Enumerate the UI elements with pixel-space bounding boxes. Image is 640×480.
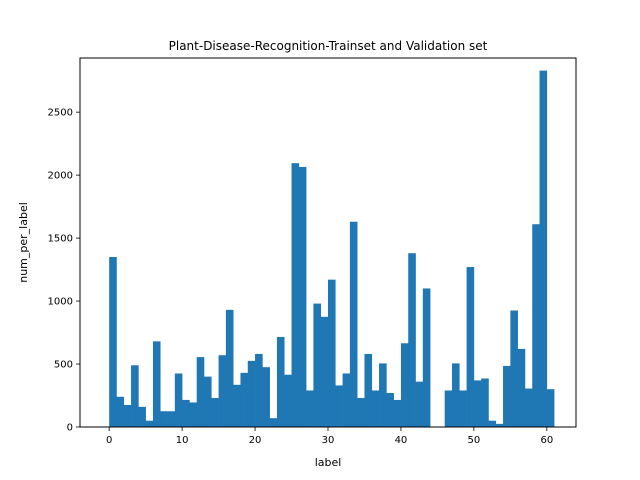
histogram-bar — [503, 365, 511, 427]
histogram-bar — [116, 396, 125, 427]
y-tick-label: 500 — [54, 360, 73, 371]
histogram-bar — [247, 360, 256, 427]
y-axis-label: num_per_label — [17, 202, 30, 283]
histogram-bar — [313, 303, 322, 427]
histogram-bar — [328, 279, 336, 427]
histogram-bar — [473, 380, 482, 427]
histogram-bar — [218, 355, 227, 427]
histogram-bar — [415, 381, 424, 427]
x-tick-label: 30 — [322, 435, 335, 446]
histogram-bar — [298, 166, 307, 427]
histogram-bar — [481, 378, 489, 427]
histogram-bar — [524, 388, 533, 427]
histogram-bar — [182, 399, 190, 427]
histogram-bar — [225, 309, 234, 427]
histogram-bar — [211, 398, 219, 427]
histogram-bar — [145, 420, 154, 427]
histogram-bar — [357, 398, 365, 427]
chart-title: Plant-Disease-Recognition-Trainset and V… — [169, 39, 488, 53]
y-tick-label: 1000 — [48, 297, 73, 308]
histogram-bar — [342, 373, 351, 427]
histogram-bar — [269, 418, 278, 427]
histogram-bar — [291, 163, 300, 428]
histogram-bar — [532, 224, 540, 427]
x-tick-label: 20 — [249, 435, 262, 446]
histogram-bar — [335, 385, 343, 427]
x-axis-label: label — [315, 456, 342, 469]
histogram-bar — [539, 70, 548, 427]
y-tick-label: 2000 — [48, 171, 73, 182]
plot-frame — [79, 57, 577, 428]
histogram-bar — [517, 348, 526, 427]
histogram-bar — [204, 376, 212, 427]
histogram-bar — [167, 411, 176, 427]
y-tick-label: 1500 — [48, 234, 73, 245]
histogram-bar — [495, 423, 504, 427]
histogram-bar — [452, 363, 460, 427]
histogram-bar — [123, 404, 132, 427]
x-tick-label: 50 — [468, 435, 481, 446]
histogram-bar — [320, 316, 329, 427]
x-tick-label: 40 — [395, 435, 408, 446]
histogram-bar — [284, 374, 292, 427]
ticks-group: 0 10 20 30 40 50 60 0 500 1000 1500 2000 2500 — [48, 108, 554, 446]
histogram-bar — [386, 392, 394, 427]
histogram-bar — [488, 420, 497, 427]
histogram-bar — [276, 336, 285, 427]
histogram-bar — [510, 310, 518, 427]
histogram-bar — [160, 411, 168, 427]
histogram-bar — [109, 256, 117, 427]
histogram-bar — [196, 357, 205, 427]
histogram-bar — [131, 365, 139, 427]
histogram-bar — [189, 402, 198, 427]
histogram-bar — [152, 341, 161, 427]
y-tick-label: 0 — [67, 423, 73, 434]
histogram-bar — [422, 288, 431, 427]
histogram-bar — [379, 363, 387, 427]
histogram-bar — [466, 267, 475, 427]
y-tick-label: 2500 — [48, 108, 73, 119]
histogram-bar — [349, 221, 358, 427]
histogram-bar — [444, 390, 453, 427]
histogram-bar — [255, 353, 263, 427]
bars-group — [109, 70, 555, 428]
histogram-bar — [393, 399, 402, 427]
histogram-bar — [233, 384, 241, 427]
histogram-bar — [262, 367, 270, 427]
x-tick-label: 0 — [106, 435, 112, 446]
histogram-bar — [371, 390, 380, 427]
histogram-bar — [546, 389, 555, 427]
histogram-bar — [138, 406, 146, 427]
histogram-bar — [400, 343, 409, 427]
histogram-bar — [306, 390, 314, 427]
histogram-bar — [174, 373, 183, 427]
x-tick-label: 60 — [540, 435, 553, 446]
histogram-bar — [240, 372, 249, 427]
histogram-bar — [364, 353, 373, 427]
histogram-bar — [408, 253, 416, 427]
x-tick-label: 10 — [176, 435, 189, 446]
histogram-bar — [459, 390, 467, 427]
